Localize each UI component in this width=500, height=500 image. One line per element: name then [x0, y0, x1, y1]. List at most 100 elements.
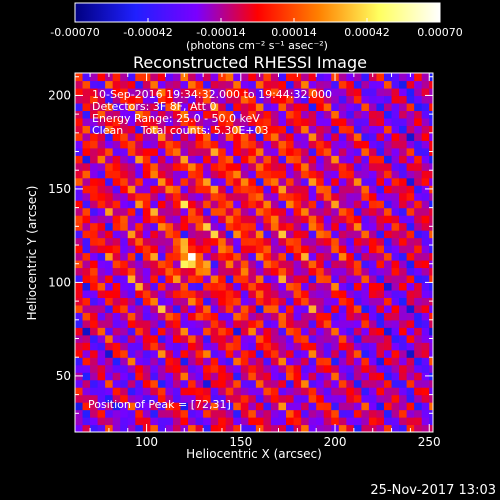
heatmap-cell	[338, 372, 347, 381]
heatmap-cell	[127, 110, 136, 119]
heatmap-cell	[112, 132, 121, 141]
heatmap-cell	[406, 192, 415, 201]
heatmap-cell	[376, 409, 385, 418]
heatmap-cell	[75, 125, 84, 134]
heatmap-cell	[399, 237, 408, 246]
heatmap-cell	[135, 230, 144, 239]
heatmap-cell	[188, 192, 197, 201]
heatmap-cell	[90, 87, 99, 97]
heatmap-cell	[255, 207, 265, 216]
heatmap-cell	[120, 402, 129, 411]
heatmap-cell	[218, 215, 227, 224]
heatmap-cell	[210, 185, 219, 194]
heatmap-cell	[263, 117, 272, 126]
heatmap-cell	[82, 394, 91, 403]
heatmap-cell	[188, 162, 197, 171]
heatmap-cell	[406, 402, 415, 411]
heatmap-cell	[90, 394, 99, 403]
heatmap-cell	[368, 132, 378, 141]
heatmap-cell	[112, 87, 121, 97]
heatmap-cell	[406, 132, 415, 141]
heatmap-cell	[406, 87, 415, 97]
heatmap-cell	[293, 207, 302, 216]
heatmap-cell	[316, 140, 325, 149]
heatmap-cell	[127, 207, 136, 216]
heatmap-cell	[188, 140, 197, 149]
heatmap-cell	[90, 259, 99, 269]
heatmap-cell	[210, 289, 219, 298]
heatmap-cell	[338, 274, 347, 284]
heatmap-cell	[188, 372, 197, 381]
heatmap-cell	[225, 409, 234, 418]
heatmap-cell	[376, 237, 385, 246]
heatmap-cell	[120, 304, 129, 313]
heatmap-cell	[82, 334, 91, 343]
heatmap-cell	[270, 245, 280, 254]
heatmap-cell	[308, 267, 317, 276]
heatmap-cell	[353, 364, 362, 373]
heatmap-cell	[406, 297, 415, 306]
heatmap-cell	[316, 222, 325, 231]
heatmap-cell	[361, 207, 370, 216]
heatmap-cell	[165, 259, 174, 269]
heatmap-cell	[233, 110, 242, 119]
heatmap-cell	[180, 230, 189, 239]
heatmap-cell	[225, 372, 234, 381]
heatmap-cell	[301, 200, 310, 209]
heatmap-cell	[120, 80, 129, 89]
heatmap-cell	[105, 177, 114, 186]
heatmap-cell	[157, 312, 167, 321]
heatmap-cell	[225, 192, 234, 201]
heatmap-cell	[376, 372, 385, 381]
heatmap-cell	[240, 259, 249, 269]
heatmap-cell	[82, 289, 91, 298]
heatmap-cell	[270, 274, 280, 284]
heatmap-cell	[142, 177, 151, 186]
heatmap-cell	[248, 312, 257, 321]
heatmap-cell	[353, 110, 362, 119]
heatmap-cell	[361, 409, 370, 418]
y-tick-label: 200	[48, 88, 71, 102]
heatmap-cell	[225, 387, 234, 396]
heatmap-cell	[233, 409, 242, 418]
heatmap-cell	[414, 297, 423, 306]
heatmap-cell	[376, 140, 385, 149]
heatmap-cell	[142, 319, 151, 328]
heatmap-cell	[150, 155, 159, 164]
heatmap-cell	[127, 267, 136, 276]
heatmap-cell	[172, 73, 182, 82]
heatmap-cell	[429, 267, 433, 276]
heatmap-cell	[323, 215, 332, 224]
heatmap-cell	[225, 222, 234, 231]
heatmap-cell	[414, 417, 423, 426]
heatmap-cell	[157, 192, 167, 201]
heatmap-cell	[203, 147, 212, 156]
heatmap-cell	[225, 207, 234, 216]
heatmap-cell	[384, 147, 393, 156]
heatmap-cell	[338, 155, 347, 164]
heatmap-cell	[82, 170, 91, 179]
heatmap-cell	[308, 319, 317, 328]
heatmap-cell	[346, 117, 355, 126]
heatmap-cell	[195, 117, 204, 126]
heatmap-cell	[255, 192, 265, 201]
heatmap-cell	[376, 297, 385, 306]
heatmap-cell	[157, 245, 167, 254]
heatmap-cell	[135, 334, 144, 343]
heatmap-cell	[384, 282, 393, 291]
heatmap-cell	[165, 342, 174, 351]
heatmap-cell	[135, 289, 144, 298]
heatmap-cell	[112, 192, 121, 201]
heatmap-cell	[112, 125, 121, 134]
heatmap-cell	[316, 267, 325, 276]
heatmap-cell	[376, 349, 385, 358]
heatmap-cell	[82, 125, 91, 134]
heatmap-cell	[376, 267, 385, 276]
heatmap-cell	[376, 192, 385, 201]
heatmap-cell	[142, 259, 151, 269]
heatmap-cell	[188, 342, 197, 351]
heatmap-cell	[399, 297, 408, 306]
heatmap-cell	[263, 73, 272, 82]
heatmap-cell	[120, 372, 129, 381]
